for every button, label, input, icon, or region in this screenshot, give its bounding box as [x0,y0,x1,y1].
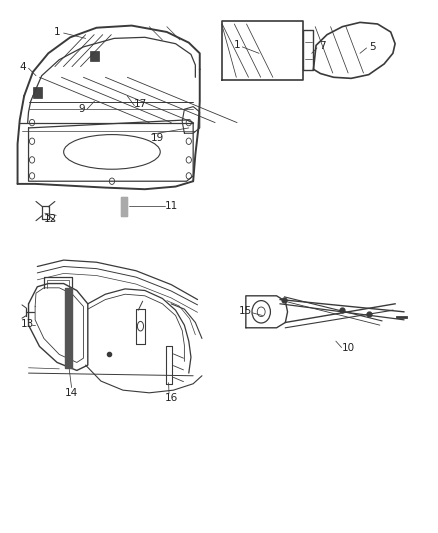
Text: 16: 16 [164,393,177,403]
Text: 10: 10 [341,343,354,353]
Text: 11: 11 [164,201,177,211]
Text: 17: 17 [134,99,147,109]
Text: 5: 5 [368,42,375,52]
Text: 15: 15 [239,306,252,316]
Text: 7: 7 [318,42,325,51]
Text: 14: 14 [65,388,78,398]
FancyBboxPatch shape [90,51,99,61]
Text: 4: 4 [19,62,26,71]
Text: 9: 9 [78,104,85,114]
Text: 12: 12 [44,214,57,223]
Text: 19: 19 [150,133,163,143]
Text: 1: 1 [233,41,240,50]
Polygon shape [65,288,72,368]
Text: 13: 13 [21,319,34,329]
FancyBboxPatch shape [33,87,42,98]
Text: 1: 1 [53,27,60,37]
Polygon shape [120,197,127,216]
